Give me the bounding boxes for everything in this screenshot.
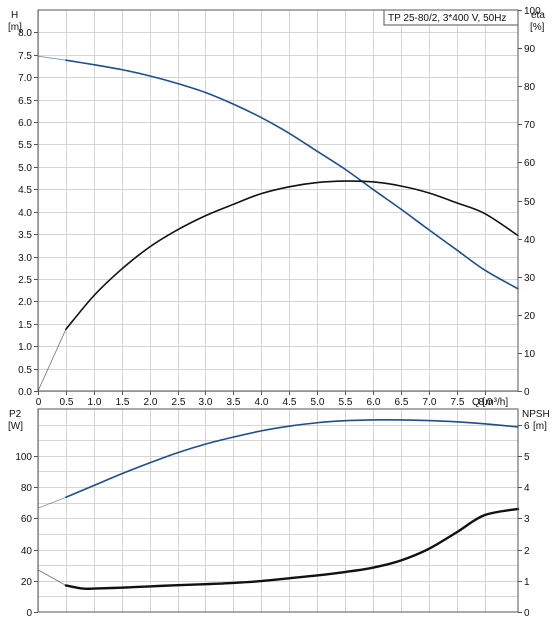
power-tick-label: 80 [21, 483, 33, 494]
head-tick-label: 3.0 [18, 253, 32, 264]
flow-axis-label: Q [m³/h] [472, 397, 508, 408]
npsh-tick-label: 2 [524, 546, 530, 557]
flow-tick-label: 1.5 [116, 397, 130, 408]
flow-tick-label: 0.5 [60, 397, 74, 408]
flow-tick-label: 5.5 [339, 397, 353, 408]
efficiency-tick-label: 60 [524, 158, 536, 169]
npsh-tick-label: 6 [524, 421, 530, 432]
upper-series-0-extrapolation [37, 55, 66, 61]
upper-series-1-extrapolation [37, 329, 67, 392]
head-tick-label: 5.0 [18, 163, 32, 174]
head-axis-ticks: 0.0 0.5 1.0 1.5 2.0 2.5 3.0 3.5 4.0 4.5 5.0 5.5 6.0 6… [18, 28, 38, 398]
efficiency-tick-label: 70 [524, 120, 536, 131]
efficiency-tick-label: 30 [524, 273, 536, 284]
head-tick-label: 7.5 [18, 51, 32, 62]
efficiency-tick-label: 0 [524, 387, 530, 398]
head-tick-label: 7.0 [18, 73, 32, 84]
power-tick-label: 60 [21, 514, 33, 525]
efficiency-tick-label: 100 [524, 6, 541, 17]
efficiency-axis-unit: [%] [530, 22, 545, 33]
flow-tick-label: 3.5 [227, 397, 241, 408]
head-tick-label: 1.5 [18, 320, 32, 331]
lower-series-0-extrapolation [37, 496, 67, 509]
npsh-tick-label: 4 [524, 483, 530, 494]
flow-tick-label: 5.0 [311, 397, 325, 408]
head-tick-label: 3.5 [18, 230, 32, 241]
flow-tick-label: 7.0 [423, 397, 437, 408]
flow-tick-label: 8.0 [479, 397, 493, 408]
efficiency-tick-label: 90 [524, 44, 536, 55]
upper-panel-frame [37, 9, 519, 392]
flow-tick-label: 2.0 [144, 397, 158, 408]
flow-tick-label: 1.0 [88, 397, 102, 408]
lower-series-0-curve [65, 419, 519, 499]
head-tick-label: 2.0 [18, 297, 32, 308]
head-tick-label: 0.5 [18, 365, 32, 376]
efficiency-tick-label: 10 [524, 349, 536, 360]
npsh-axis-ticks: 0 1 2 3 4 5 6 [518, 421, 530, 619]
head-tick-label: 4.5 [18, 185, 32, 196]
power-axis-ticks: 0 20 40 60 80 100 [15, 452, 38, 619]
head-tick-label: 1.0 [18, 342, 32, 353]
lower-series-1-curve [64, 507, 520, 591]
flow-tick-label: 0 [36, 397, 42, 408]
flow-tick-label: 3.0 [199, 397, 213, 408]
upper-series-0-curve [65, 59, 519, 290]
npsh-tick-label: 1 [524, 577, 530, 588]
flow-tick-label: 2.5 [172, 397, 186, 408]
npsh-tick-label: 5 [524, 452, 530, 463]
flow-tick-label: 6.0 [367, 397, 381, 408]
power-tick-label: 100 [15, 452, 32, 463]
flow-tick-label: 6.5 [395, 397, 409, 408]
flow-tick-label: 4.0 [255, 397, 269, 408]
head-axis-unit: [m] [8, 22, 22, 33]
chart-title: TP 25-80/2, 3*400 V, 50Hz [388, 13, 506, 24]
npsh-axis-unit: [m] [533, 421, 547, 432]
power-axis-unit: [W] [8, 421, 23, 432]
efficiency-tick-label: 80 [524, 82, 536, 93]
head-tick-label: 8.0 [18, 28, 32, 39]
npsh-tick-label: 0 [524, 608, 530, 619]
npsh-axis-label: NPSH [522, 409, 550, 420]
flow-axis-ticks: 0 0.5 1.0 1.5 2.0 2.5 3.0 3.5 4.0 4.5 5.0 5.5 6.0 6.5… [36, 391, 493, 408]
lower-series-1-extrapolation [37, 569, 67, 586]
upper-series-1-curve [65, 180, 519, 331]
title-box [383, 9, 519, 26]
head-tick-label: 5.5 [18, 140, 32, 151]
upper-panel-curves [37, 55, 519, 392]
head-tick-label: 0.0 [18, 387, 32, 398]
efficiency-axis-ticks: 0 10 20 30 40 50 60 70 80 90 100 [518, 6, 541, 398]
head-tick-label: 6.5 [18, 96, 32, 107]
lower-panel-frame [37, 408, 519, 613]
head-tick-label: 4.0 [18, 208, 32, 219]
efficiency-tick-label: 40 [524, 235, 536, 246]
head-tick-label: 2.5 [18, 275, 32, 286]
power-tick-label: 40 [21, 546, 33, 557]
power-axis-label: P2 [9, 409, 22, 420]
head-tick-label: 6.0 [18, 118, 32, 129]
power-tick-label: 20 [21, 577, 33, 588]
head-axis-label: H [11, 10, 18, 21]
efficiency-axis-label: eta [531, 10, 545, 21]
efficiency-tick-label: 50 [524, 197, 536, 208]
npsh-tick-label: 3 [524, 514, 530, 525]
flow-tick-label: 4.5 [283, 397, 297, 408]
efficiency-tick-label: 20 [524, 311, 536, 322]
flow-tick-label: 7.5 [451, 397, 465, 408]
power-tick-label: 0 [26, 608, 32, 619]
lower-panel-curves [37, 419, 520, 591]
